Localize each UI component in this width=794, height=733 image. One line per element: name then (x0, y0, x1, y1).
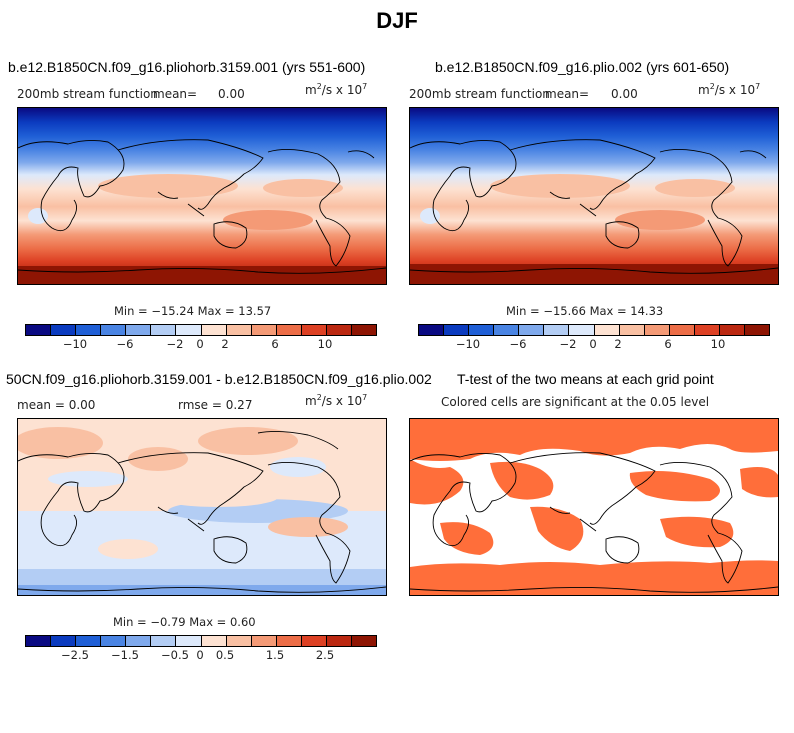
panel4-subtitle: Colored cells are significant at the 0.0… (441, 395, 710, 409)
panel3-title: 50CN.f09_g16.pliohorb.3159.001 - b.e12.B… (6, 371, 432, 387)
panel2-variable-label: 200mb stream function (409, 87, 550, 101)
colorbar-swatch (176, 636, 202, 646)
colorbar-swatch (469, 325, 495, 335)
colorbar-swatch (276, 636, 302, 646)
colorbar-tick-label: 0 (196, 648, 204, 662)
colorbar-swatch (26, 636, 52, 646)
colorbar-tick-label: 0 (196, 337, 204, 351)
colorbar-tick-label: 1.5 (265, 648, 285, 662)
colorbar-tick-label: 10 (710, 337, 726, 351)
colorbar-tick-label: −2 (166, 337, 184, 351)
colorbar-tick-label: −2.5 (61, 648, 89, 662)
colorbar-tick-label: −2 (559, 337, 577, 351)
panel3-mean: mean = 0.00 (17, 398, 96, 412)
colorbar-swatch (301, 636, 327, 646)
colorbar-swatch (745, 325, 770, 335)
colorbar-swatch (494, 325, 520, 335)
colorbar-swatch (444, 325, 470, 335)
panel1-mean-label: mean= (153, 87, 198, 101)
colorbar-swatch (694, 325, 720, 335)
panel2-mean-value: 0.00 (611, 87, 638, 101)
panel3-rmse: rmse = 0.27 (178, 398, 253, 412)
colorbar-swatch (101, 325, 127, 335)
colorbar-swatch (669, 325, 695, 335)
panel1-variable-label: 200mb stream function (17, 87, 158, 101)
colorbar-swatch (51, 325, 77, 335)
panel2-stats: Min = −15.66 Max = 14.33 (506, 304, 664, 318)
panel1-stats: Min = −15.24 Max = 13.57 (114, 304, 272, 318)
panel1-mean-value: 0.00 (218, 87, 245, 101)
colorbar-swatch (594, 325, 620, 335)
panel2-colorbar (418, 324, 770, 336)
colorbar-swatch (151, 636, 177, 646)
colorbar-swatch (644, 325, 670, 335)
colorbar-swatch (326, 636, 353, 646)
panel2-map (409, 107, 779, 285)
colorbar-tick-label: −6 (509, 337, 527, 351)
colorbar-swatch (301, 325, 327, 335)
panel4-significance-map (409, 418, 779, 596)
panel3-units: m2/s x 107 (305, 393, 368, 408)
colorbar-tick-label: −1.5 (111, 648, 139, 662)
panel1-map (17, 107, 387, 285)
colorbar-swatch (719, 325, 746, 335)
colorbar-tick-label: 0 (589, 337, 597, 351)
colorbar-swatch (251, 636, 277, 646)
colorbar-swatch (419, 325, 445, 335)
colorbar-swatch (251, 325, 277, 335)
colorbar-swatch (126, 636, 152, 646)
panel1-colorbar (25, 324, 377, 336)
colorbar-swatch (519, 325, 545, 335)
colorbar-tick-label: 10 (317, 337, 333, 351)
colorbar-tick-label: 0.5 (215, 648, 235, 662)
colorbar-swatch (176, 325, 202, 335)
colorbar-tick-label: 2 (614, 337, 622, 351)
colorbar-swatch (201, 325, 227, 335)
colorbar-swatch (101, 636, 127, 646)
colorbar-swatch (569, 325, 595, 335)
colorbar-swatch (76, 325, 102, 335)
colorbar-tick-label: 2 (221, 337, 229, 351)
colorbar-swatch (51, 636, 77, 646)
colorbar-swatch (352, 636, 377, 646)
colorbar-tick-label: −6 (116, 337, 134, 351)
colorbar-swatch (326, 325, 353, 335)
colorbar-swatch (126, 325, 152, 335)
colorbar-swatch (201, 636, 227, 646)
colorbar-tick-label: −0.5 (161, 648, 189, 662)
panel1-units: m2/s x 107 (305, 82, 368, 97)
panel1-title: b.e12.B1850CN.f09_g16.pliohorb.3159.001 … (8, 59, 366, 75)
colorbar-tick-label: 6 (271, 337, 279, 351)
colorbar-tick-label: 2.5 (315, 648, 335, 662)
panel2-mean-label: mean= (545, 87, 590, 101)
colorbar-tick-label: 6 (664, 337, 672, 351)
colorbar-tick-label: −10 (455, 337, 481, 351)
panel3-colorbar (25, 635, 377, 647)
colorbar-swatch (151, 325, 177, 335)
panel2-title: b.e12.B1850CN.f09_g16.plio.002 (yrs 601-… (435, 59, 730, 75)
colorbar-swatch (226, 636, 252, 646)
colorbar-tick-label: −10 (62, 337, 88, 351)
colorbar-swatch (352, 325, 377, 335)
colorbar-swatch (26, 325, 52, 335)
colorbar-swatch (544, 325, 570, 335)
colorbar-swatch (76, 636, 102, 646)
panel4-title: T-test of the two means at each grid poi… (457, 371, 714, 387)
panel3-stats: Min = −0.79 Max = 0.60 (113, 615, 256, 629)
colorbar-swatch (276, 325, 302, 335)
colorbar-swatch (619, 325, 645, 335)
panel3-map (17, 418, 387, 596)
panel2-units: m2/s x 107 (698, 82, 761, 97)
page-title: DJF (376, 8, 418, 33)
colorbar-swatch (226, 325, 252, 335)
